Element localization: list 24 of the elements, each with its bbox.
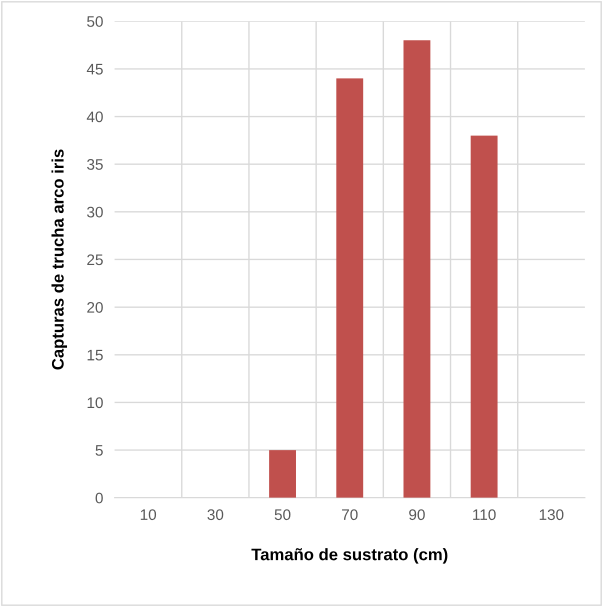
x-tick-label: 30 bbox=[207, 509, 224, 520]
x-tick-label: 130 bbox=[540, 509, 564, 520]
y-tick-label: 45 bbox=[86, 64, 103, 75]
y-tick-label: 40 bbox=[86, 111, 103, 122]
y-axis-title: Capturas de trucha arco iris bbox=[51, 149, 68, 370]
y-tick-label: 5 bbox=[96, 445, 103, 456]
x-tick-label: 10 bbox=[140, 509, 156, 520]
bar bbox=[336, 78, 364, 498]
x-tick-label: 90 bbox=[409, 509, 425, 520]
x-tick-label: 70 bbox=[342, 509, 358, 520]
x-tick-label: 110 bbox=[473, 509, 496, 520]
y-tick-label: 20 bbox=[87, 302, 103, 313]
y-tick-label: 15 bbox=[88, 350, 103, 360]
x-tick-label: 50 bbox=[274, 509, 290, 520]
y-tick-label: 35 bbox=[87, 159, 103, 170]
bar bbox=[403, 40, 430, 498]
y-tick-label: 0 bbox=[96, 492, 103, 504]
y-tick-label: 25 bbox=[87, 254, 103, 266]
y-tick-label: 30 bbox=[87, 206, 103, 218]
x-axis-title: Tamaño de sustrato (cm) bbox=[251, 548, 448, 564]
y-tick-label: 50 bbox=[87, 16, 103, 27]
bar bbox=[269, 450, 296, 498]
bar bbox=[470, 136, 498, 498]
y-tick-label: 10 bbox=[88, 397, 103, 408]
